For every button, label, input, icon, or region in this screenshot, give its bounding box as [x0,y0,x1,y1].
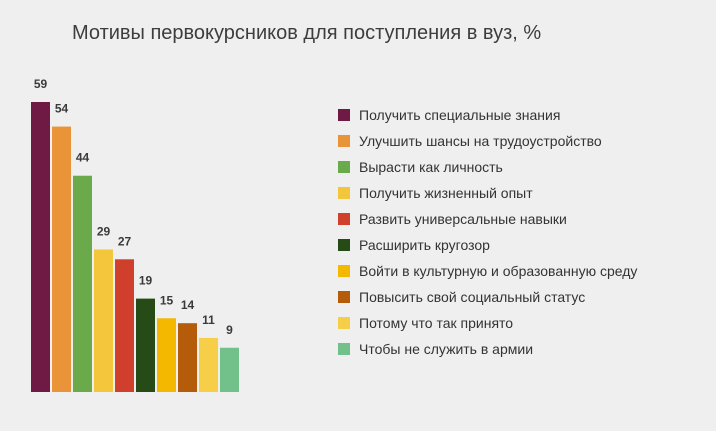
legend-swatch [338,317,350,329]
bar-10 [220,347,239,392]
legend-swatch [338,343,350,355]
legend-item: Потому что так принято [338,310,637,336]
legend-item: Получить жизненный опыт [338,180,637,206]
bar-7 [157,318,176,392]
data-label-3: 44 [76,151,90,165]
legend-label: Получить жизненный опыт [359,185,533,201]
legend-swatch [338,161,350,173]
legend-swatch [338,265,350,277]
data-label-9: 11 [202,313,215,327]
legend-item: Вырасти как личность [338,154,637,180]
data-label-1: 59 [34,77,48,91]
legend-label: Повысить свой социальный статус [359,289,586,305]
legend-item: Чтобы не служить в армии [338,336,637,362]
bar-6 [136,298,155,392]
legend-item: Получить специальные знания [338,102,637,128]
data-label-2: 54 [55,102,69,116]
data-label-5: 27 [118,234,132,248]
bar-8 [178,323,197,392]
legend-item: Повысить свой социальный статус [338,284,637,310]
legend-label: Чтобы не служить в армии [359,341,534,357]
chart-title: Мотивы первокурсников для поступления в … [72,22,542,44]
bar-5 [115,259,134,392]
legend-label: Потому что так принято [359,315,514,331]
legend-swatch [338,239,350,251]
bar-1 [31,102,50,392]
legend-label: Получить специальные знания [359,107,561,123]
data-label-6: 19 [139,274,153,288]
legend-swatch [338,291,350,303]
legend-item: Развить универсальные навыки [338,206,637,232]
legend-swatch [338,187,350,199]
legend-label: Развить универсальные навыки [359,211,567,227]
legend-item: Войти в культурную и образованную среду [338,258,637,284]
bar-3 [73,175,92,392]
bar-4 [94,249,113,392]
legend-label: Улучшить шансы на трудоустройство [359,133,602,149]
legend-item: Расширить кругозор [338,232,637,258]
data-label-10: 9 [226,323,233,337]
legend-label: Расширить кругозор [359,237,490,253]
data-label-7: 15 [160,293,174,307]
legend-swatch [338,213,350,225]
legend-swatch [338,109,350,121]
data-label-8: 14 [181,298,195,312]
bar-9 [199,337,218,392]
legend-label: Войти в культурную и образованную среду [359,263,638,279]
legend: Получить специальные знания Улучшить шанс… [338,102,637,362]
legend-swatch [338,135,350,147]
legend-label: Вырасти как личность [359,159,503,175]
bar-2 [52,126,71,393]
data-label-4: 29 [97,224,111,238]
legend-item: Улучшить шансы на трудоустройство [338,128,637,154]
